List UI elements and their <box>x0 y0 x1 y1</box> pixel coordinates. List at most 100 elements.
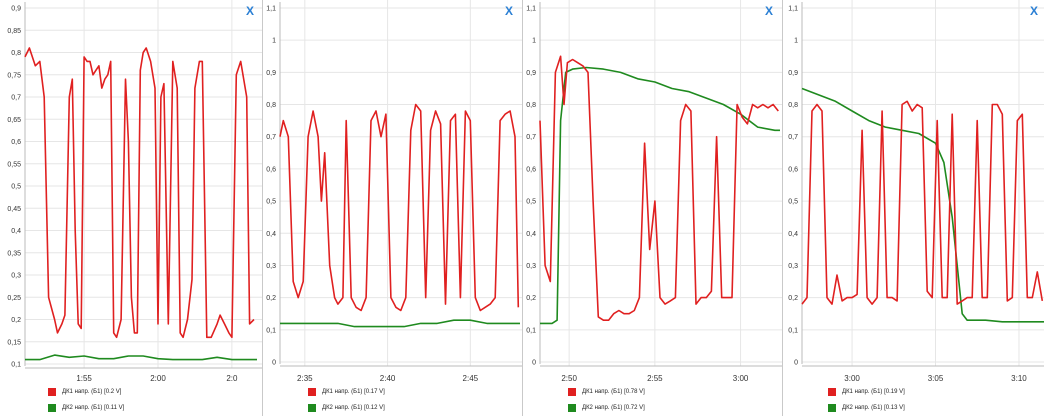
y-tick-label: 0,7 <box>526 134 536 141</box>
x-tick-label: 2:55 <box>647 374 663 383</box>
y-tick-label: 0,5 <box>526 199 536 206</box>
y-tick-label: 1 <box>272 38 276 45</box>
y-tick-label: 0,1 <box>526 327 536 334</box>
y-tick-label: 0,4 <box>11 228 21 235</box>
y-tick-label: 0,8 <box>266 102 276 109</box>
y-tick-label: 0,3 <box>11 273 21 280</box>
chart-panel-1: 0,1 0,15 0,2 0,25 0,3 0,35 0,4 0,45 0,5 0,55 0,6 0,… <box>0 0 262 416</box>
y-tick-label: 0 <box>794 360 798 367</box>
y-tick-label: 0,5 <box>788 199 798 206</box>
y-tick-label: 0,45 <box>7 206 21 213</box>
x-tick-label: 2:40 <box>380 374 396 383</box>
y-tick-label: 1 <box>794 38 798 45</box>
y-tick-label: 0,9 <box>526 70 536 77</box>
y-tick-label: 0,8 <box>11 50 21 57</box>
y-tick-label: 0,15 <box>7 339 21 346</box>
panel-separator <box>262 0 263 416</box>
y-tick-label: 0,1 <box>266 327 276 334</box>
legend-swatch <box>48 404 56 412</box>
x-tick-label: 2:0 <box>226 374 238 383</box>
legend-label: ДК2 напр. (Б1) [0.13 V] <box>842 405 905 411</box>
y-tick-label: 0,3 <box>266 263 276 270</box>
y-tick-label: 0,4 <box>788 231 798 238</box>
x-tick-label: 2:45 <box>463 374 479 383</box>
y-tick-label: 0,9 <box>266 70 276 77</box>
series-line-dk2 <box>25 354 257 361</box>
chart-panel-3: 0 0,1 0,2 0,3 0,4 0,5 0,6 0,7 0,8 0,9 1 1,1 2:50 2:55… <box>522 0 782 416</box>
y-tick-label: 0 <box>272 360 276 367</box>
y-tick-label: 0,4 <box>526 231 536 238</box>
y-tick-label: 0,8 <box>788 102 798 109</box>
panel-separator <box>782 0 783 416</box>
y-tick-label: 0,75 <box>7 72 21 79</box>
y-tick-label: 0,5 <box>266 199 276 206</box>
y-tick-label: 0,6 <box>266 166 276 173</box>
y-tick-label: 0,6 <box>526 166 536 173</box>
y-tick-label: 1,1 <box>526 6 536 13</box>
legend-swatch <box>568 404 576 412</box>
chart-svg: 0 0,1 0,2 0,3 0,4 0,5 0,6 0,7 0,8 0,9 1 1,1 2:50 2:55… <box>526 0 782 383</box>
y-tick-label: 0,2 <box>526 295 536 302</box>
legend-label: ДК1 напр. (Б1) [0.19 V] <box>842 389 905 395</box>
series-line-dk2 <box>280 319 520 328</box>
y-tick-label: 0,6 <box>788 166 798 173</box>
close-chart-button[interactable]: X <box>246 4 255 18</box>
series-line-dk1 <box>801 100 1044 305</box>
x-tick-label: 2:35 <box>297 374 313 383</box>
chart-svg: 0,1 0,15 0,2 0,25 0,3 0,35 0,4 0,45 0,5 0,55 0,6 0,… <box>7 0 262 383</box>
y-tick-label: 0,1 <box>788 327 798 334</box>
close-chart-button[interactable]: X <box>505 4 514 18</box>
y-tick-label: 0,85 <box>7 28 21 35</box>
series-line-dk2 <box>801 87 1044 323</box>
y-tick-label: 0,9 <box>11 6 21 13</box>
close-chart-button[interactable]: X <box>765 4 774 18</box>
y-tick-label: 0,5 <box>11 184 21 191</box>
chart-svg: 0 0,1 0,2 0,3 0,4 0,5 0,6 0,7 0,8 0,9 1 1,1 3:00 3:05… <box>788 0 1044 383</box>
legend-swatch <box>828 388 836 396</box>
y-tick-label: 0,3 <box>788 263 798 270</box>
x-tick-label: 2:00 <box>150 374 166 383</box>
legend-label: ДК1 напр. (Б1) [0.2 V] <box>62 389 122 395</box>
chart-panel-4: 0 0,1 0,2 0,3 0,4 0,5 0,6 0,7 0,8 0,9 1 1,1 3:00 3:05… <box>782 0 1044 416</box>
legend-swatch <box>568 388 576 396</box>
y-tick-label: 0,6 <box>11 139 21 146</box>
y-tick-label: 0,1 <box>11 362 21 369</box>
y-tick-label: 0,7 <box>266 134 276 141</box>
x-tick-label: 3:10 <box>1011 374 1027 383</box>
series-line-dk1 <box>279 103 520 312</box>
legend-label: ДК2 напр. (Б1) [0.11 V] <box>62 405 125 411</box>
y-tick-label: 0,9 <box>788 70 798 77</box>
y-tick-label: 0,2 <box>11 317 21 324</box>
legend-swatch <box>48 388 56 396</box>
series-line-dk1 <box>539 55 779 322</box>
chart-svg: 0 0,1 0,2 0,3 0,4 0,5 0,6 0,7 0,8 0,9 1 1,1 2:35 2:40… <box>266 0 522 383</box>
panel-separator <box>522 0 523 416</box>
legend-swatch <box>828 404 836 412</box>
x-tick-label: 3:05 <box>928 374 944 383</box>
y-tick-label: 0,25 <box>7 295 21 302</box>
x-tick-label: 3:00 <box>733 374 749 383</box>
y-tick-label: 1,1 <box>266 6 276 13</box>
y-tick-label: 0,8 <box>526 102 536 109</box>
y-tick-label: 0,7 <box>11 95 21 102</box>
y-tick-label: 0,2 <box>788 295 798 302</box>
legend-label: ДК2 напр. (Б1) [0.72 V] <box>582 405 645 411</box>
y-tick-label: 0,35 <box>7 250 21 257</box>
y-tick-label: 0,2 <box>266 295 276 302</box>
legend-label: ДК1 напр. (Б1) [0.78 V] <box>582 389 645 395</box>
x-tick-label: 3:00 <box>844 374 860 383</box>
series-line-dk1 <box>24 47 255 339</box>
x-tick-label: 1:55 <box>76 374 92 383</box>
legend-swatch <box>308 404 316 412</box>
y-tick-label: 0,65 <box>7 117 21 124</box>
legend-label: ДК1 напр. (Б1) [0.17 V] <box>322 389 385 395</box>
y-tick-label: 1,1 <box>788 6 798 13</box>
y-tick-label: 0,3 <box>526 263 536 270</box>
legend-swatch <box>308 388 316 396</box>
y-tick-label: 0 <box>532 360 536 367</box>
chart-panel-2: 0 0,1 0,2 0,3 0,4 0,5 0,6 0,7 0,8 0,9 1 1,1 2:35 2:40… <box>262 0 522 416</box>
y-tick-label: 0,7 <box>788 134 798 141</box>
legend-label: ДК2 напр. (Б1) [0.12 V] <box>322 405 385 411</box>
close-chart-button[interactable]: X <box>1030 4 1039 18</box>
x-tick-label: 2:50 <box>561 374 577 383</box>
